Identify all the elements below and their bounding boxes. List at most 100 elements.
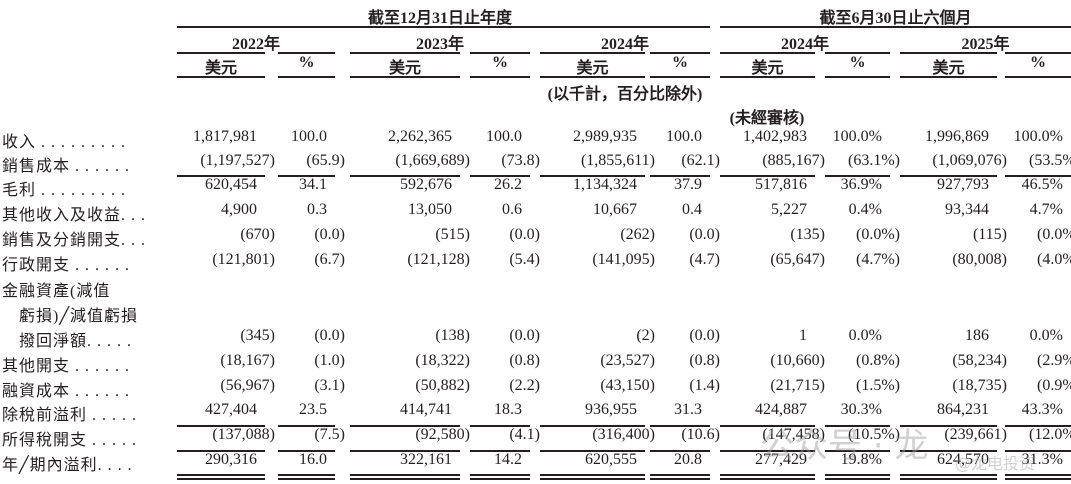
pct-cell: 0.0% (1029, 327, 1063, 344)
usd-cell: 1 (799, 327, 807, 344)
usd-cell: 592,676 (400, 176, 452, 193)
usd-cell: (135) (790, 226, 825, 243)
year-header-2023: 2023年 (415, 36, 464, 53)
usd-cell: (65,647) (770, 251, 825, 268)
pct-cell: (7.5) (314, 426, 345, 443)
usd-column-header: 美元 (576, 60, 609, 77)
usd-cell: (1,855,611) (580, 152, 655, 169)
usd-cell: (56,967) (220, 377, 275, 394)
usd-cell: (138) (435, 327, 470, 344)
usd-cell: 5,227 (771, 201, 807, 218)
usd-cell: 322,161 (400, 451, 452, 468)
pct-cell: 0.6 (502, 201, 522, 218)
usd-cell: 517,816 (755, 176, 807, 193)
pct-cell: 100.0 (486, 128, 522, 145)
pct-cell: 23.5 (299, 401, 327, 418)
group-header-annual: 截至12月31日止年度 (367, 10, 512, 27)
pct-cell: 34.1 (299, 176, 327, 193)
unit-note: (以千計，百分比除外) (547, 86, 703, 103)
pct-cell: 30.3% (840, 401, 882, 418)
pct-cell: 100.0 (666, 128, 702, 145)
usd-column-header: 美元 (388, 60, 421, 77)
pct-column-header: % (492, 54, 508, 71)
usd-cell: (147,458) (762, 426, 825, 443)
pct-cell: 46.5% (1021, 176, 1063, 193)
pct-cell: 37.9 (674, 176, 702, 193)
pct-cell: (1.4) (689, 377, 720, 394)
pct-cell: (0.0) (314, 226, 345, 243)
usd-cell: (10,660) (770, 352, 825, 369)
pct-cell: (0.0%) (856, 226, 900, 243)
pct-cell: (6.7) (314, 251, 345, 268)
pct-cell: (63.1%) (848, 152, 900, 169)
usd-cell: 414,741 (400, 401, 452, 418)
pct-cell: (0.0) (689, 226, 720, 243)
usd-cell: (239,661) (944, 426, 1007, 443)
pct-cell: 31.3 (674, 401, 702, 418)
pct-cell: 36.9% (840, 176, 882, 193)
row-label: 年╱期內溢利. . . . (2, 457, 133, 474)
pct-cell: (0.0%) (1037, 226, 1071, 243)
year-header-h1-2025: 2025年 (961, 36, 1010, 53)
usd-cell: (345) (240, 327, 275, 344)
pct-cell: (65.9) (306, 152, 345, 169)
usd-cell: (58,234) (952, 352, 1007, 369)
usd-cell: 10,667 (593, 201, 637, 218)
pct-cell: 100.0% (1013, 128, 1063, 145)
pct-cell: 43.3% (1021, 401, 1063, 418)
row-label: 收入 . . . . . . . . . (2, 134, 127, 151)
usd-cell: 427,404 (205, 401, 257, 418)
usd-cell: 624,570 (937, 451, 989, 468)
pct-cell: (12.0%) (1029, 426, 1071, 443)
usd-cell: 290,316 (205, 451, 257, 468)
usd-cell: 186 (965, 327, 989, 344)
pct-cell: (0.0) (509, 226, 540, 243)
pct-cell: (4.1) (509, 426, 540, 443)
usd-cell: (18,167) (220, 352, 275, 369)
pct-column-header: % (672, 54, 688, 71)
usd-cell: (137,088) (212, 426, 275, 443)
pct-cell: (0.8) (509, 352, 540, 369)
row-label: 其他開支 . . . . . . (2, 358, 131, 375)
pct-cell: 26.2 (494, 176, 522, 193)
usd-cell: 620,454 (205, 176, 257, 193)
usd-cell: (121,128) (407, 251, 470, 268)
pct-cell: (10.5%) (848, 426, 900, 443)
year-header-2022: 2022年 (231, 36, 280, 53)
usd-cell: (1,197,527) (200, 152, 275, 169)
usd-cell: (23,527) (600, 352, 655, 369)
pct-cell: (1.0) (314, 352, 345, 369)
row-label: 撥回淨額. . . . . (2, 333, 133, 350)
watermark-handle: @龙电投资 (955, 454, 1036, 473)
pct-cell: 100.0% (832, 128, 882, 145)
usd-cell: 93,344 (945, 201, 989, 218)
pct-cell: 16.0 (299, 451, 327, 468)
pct-cell: (4.7) (689, 251, 720, 268)
usd-cell: (262) (620, 226, 655, 243)
usd-cell: 2,989,935 (573, 128, 637, 145)
usd-cell: 277,429 (755, 451, 807, 468)
usd-cell: 13,050 (408, 201, 452, 218)
row-label: 金融資產(減值 (2, 283, 111, 300)
row-label: 其他收入及收益. . . (2, 207, 147, 224)
usd-cell: 1,134,324 (573, 176, 637, 193)
pct-cell: (53.5%) (1029, 152, 1071, 169)
row-label: 除稅前溢利 . . . . . (2, 407, 138, 424)
usd-cell: (2) (636, 327, 655, 344)
usd-cell: (121,801) (212, 251, 275, 268)
pct-cell: (0.0) (314, 327, 345, 344)
usd-cell: 1,817,981 (193, 128, 257, 145)
pct-cell: 14.2 (494, 451, 522, 468)
pct-column-header: % (298, 54, 315, 71)
pct-cell: (73.8) (501, 152, 540, 169)
row-label: 毛利 . . . . . . . . . (2, 182, 127, 199)
pct-cell: (0.0) (509, 327, 540, 344)
pct-cell: (3.1) (314, 377, 345, 394)
pct-cell: 19.8% (840, 451, 882, 468)
row-label: 銷售及分銷開支. . . (2, 232, 147, 249)
pct-cell: (0.8) (689, 352, 720, 369)
pct-cell: (0.8%) (856, 352, 900, 369)
usd-column-header: 美元 (751, 60, 784, 77)
pct-cell: 0.0% (848, 327, 882, 344)
usd-cell: (18,735) (952, 377, 1007, 394)
